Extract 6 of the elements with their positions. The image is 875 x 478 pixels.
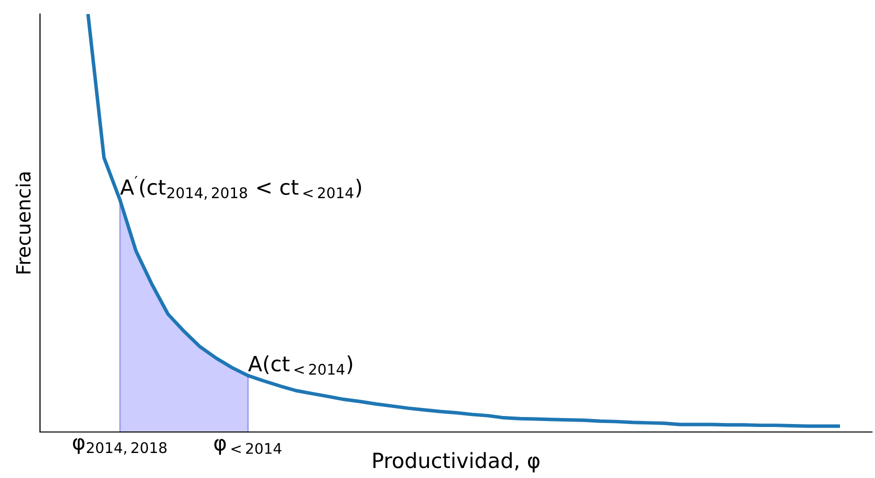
x-tick-label: φ$_{<2014}$ [214, 438, 282, 455]
x-tick-label: φ$_{2014,2018}$ [73, 438, 167, 455]
x-axis-title: Productividad, φ [373, 452, 540, 472]
annotation: A$^{′}$(ct$_{2014,2018}$ < ct$_{<2014}$) [120, 176, 361, 200]
y-axis-title: Frecuencia [16, 172, 31, 274]
annotation: A(ct$_{<2014}$) [248, 355, 352, 375]
